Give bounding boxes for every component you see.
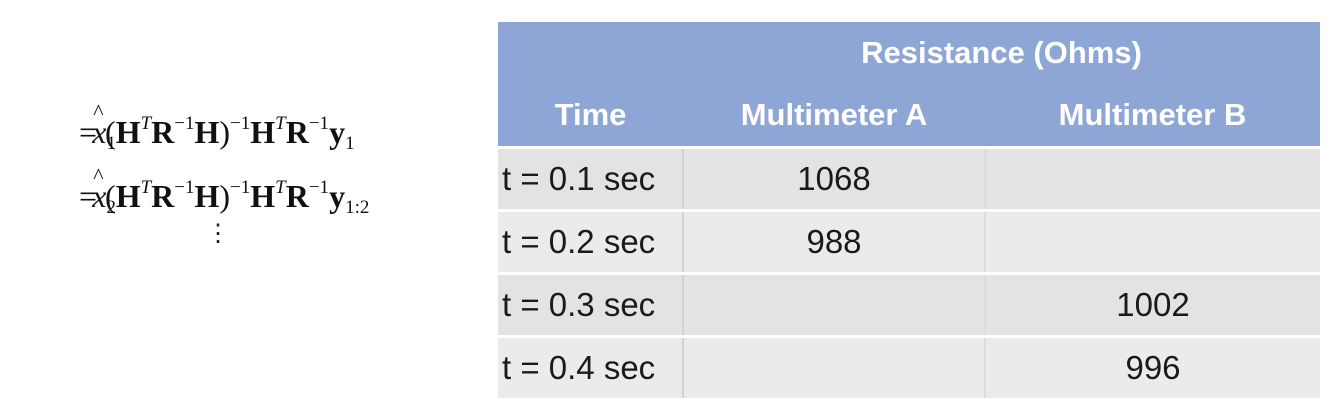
header-resistance-group: Resistance (Ohms) <box>683 22 1321 84</box>
cell-multimeter-b: 996 <box>985 335 1321 398</box>
cell-time: t = 0.2 sec <box>498 209 684 274</box>
header-time: Time <box>498 84 683 148</box>
table-row: t = 0.4 sec 996 <box>498 335 1321 398</box>
equation-1-lhs: x1 <box>92 84 116 160</box>
header-multimeter-a: Multimeter A <box>683 84 985 148</box>
cell-multimeter-b <box>985 146 1321 211</box>
cell-time: t = 0.1 sec <box>498 146 684 211</box>
table-row: t = 0.2 sec 988 <box>498 209 1321 274</box>
least-squares-equations: x1 = (HTR−1H)−1HTR−1y1 x2 = (HTR−1H)−1HT… <box>0 84 440 246</box>
equation-2-lhs: x2 <box>92 148 116 224</box>
cell-multimeter-a: 988 <box>683 209 986 274</box>
header-blank <box>498 22 683 84</box>
cell-multimeter-b <box>985 209 1321 274</box>
cell-time: t = 0.4 sec <box>498 335 684 398</box>
equation-1: x1 = (HTR−1H)−1HTR−1y1 <box>0 84 440 168</box>
cell-time: t = 0.3 sec <box>498 272 684 337</box>
measurement-table-container: Resistance (Ohms) Time Multimeter A Mult… <box>498 22 1321 402</box>
measurement-table: Resistance (Ohms) Time Multimeter A Mult… <box>498 22 1321 398</box>
cell-multimeter-a <box>683 272 986 337</box>
cell-multimeter-b: 1002 <box>985 272 1321 337</box>
equation-2-rhs: = (HTR−1H)−1HTR−1y1:2 <box>79 177 370 218</box>
table-group-header-row: Resistance (Ohms) <box>498 22 1321 84</box>
header-multimeter-b: Multimeter B <box>985 84 1321 148</box>
table-row: t = 0.3 sec 1002 <box>498 272 1321 337</box>
table-row: t = 0.1 sec 1068 <box>498 146 1321 211</box>
cell-multimeter-a <box>683 335 986 398</box>
cell-multimeter-a: 1068 <box>683 146 986 211</box>
equation-2: x2 = (HTR−1H)−1HTR−1y1:2 <box>0 148 440 232</box>
table-column-header-row: Time Multimeter A Multimeter B <box>498 84 1321 148</box>
equation-1-rhs: = (HTR−1H)−1HTR−1y1 <box>79 113 355 154</box>
continuation-dots: ⋮ <box>206 221 230 247</box>
